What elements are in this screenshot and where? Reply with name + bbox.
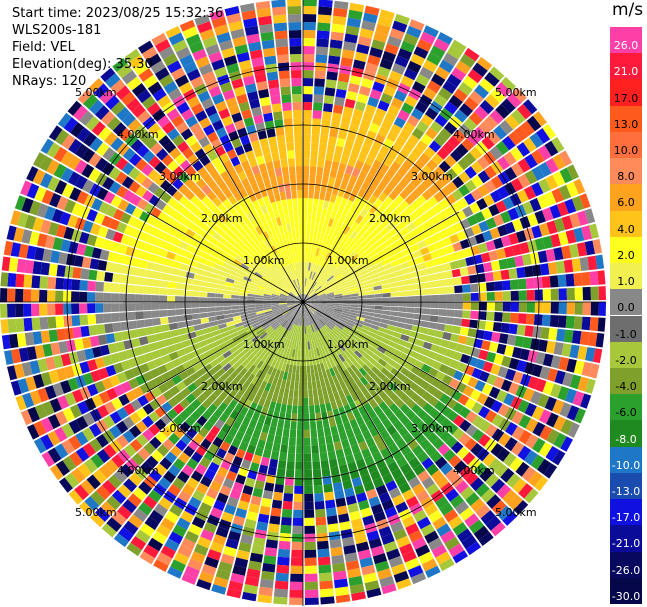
colorbar-cell: -30.0 [610,577,642,604]
colorbar-tick-label: 2.0 [617,248,635,262]
range-ring-label: 2.00km [201,380,243,393]
elevation: Elevation(deg): 35.30 [12,57,153,72]
colorbar-tick-label: 17.0 [613,91,639,105]
colorbar-tick-label: -8.0 [615,432,637,446]
colorbar-tick-label: 8.0 [617,170,635,184]
range-ring-label: 4.00km [117,128,159,141]
range-ring-label: 3.00km [159,170,201,183]
colorbar-tick-label: -6.0 [615,406,637,420]
colorbar-tick-label: 26.0 [613,39,639,53]
colorbar-cell: -2.0 [610,341,642,368]
colorbar-tick-label: 0.0 [617,301,635,315]
range-ring-label: 5.00km [495,86,537,99]
colorbar-tick-label: -13.0 [611,484,641,498]
range-ring-label: 3.00km [159,422,201,435]
colorbar-cell: 1.0 [610,263,642,290]
range-ring-label: 5.00km [75,506,117,519]
colorbar-tick-label: -4.0 [615,380,637,394]
colorbar-tick-label: 21.0 [613,65,639,79]
colorbar-tick-label: 13.0 [613,117,639,131]
colorbar-unit: m/s [612,0,644,20]
range-ring-label: 3.00km [411,170,453,183]
colorbar-cell: -13.0 [610,472,642,500]
colorbar-tick-label: -2.0 [615,353,637,367]
colorbar-cell: -1.0 [610,315,642,342]
colorbar-cell: 10.0 [610,131,642,159]
colorbar-cell: -10.0 [610,446,642,473]
azimuth-spoke [302,301,394,459]
azimuth-spoke [212,301,304,459]
colorbar-cell: 8.0 [610,158,642,185]
range-ring-label: 1.00km [327,338,369,351]
radar-rays [0,0,606,605]
colorbar-cell: -6.0 [610,394,642,421]
range-ring-label: 4.00km [453,464,495,477]
range-ring-label: 2.00km [369,380,411,393]
colorbar-cell: -21.0 [610,525,642,552]
range-rings: 1.00km 1.00km 1.00km 1.00km 2.00km 2.00km 2.00… [0,0,606,606]
range-ring-label: 5.00km [75,86,117,99]
colorbar-tick-label: 6.0 [617,196,635,210]
range-ring-label: 2.00km [201,212,243,225]
colorbar-cell: 26.0 [610,27,642,54]
azimuth-spoke [146,301,304,393]
field-name: Field: VEL [12,40,75,55]
range-ring-label: 4.00km [453,128,495,141]
range-ring-label: 1.00km [243,254,285,267]
colorbar-cell: 13.0 [610,105,642,132]
colorbar-tick-label: -26.0 [611,563,641,577]
colorbar-tick-label: -17.0 [611,511,641,525]
colorbar-tick-label: -30.0 [611,589,641,603]
range-ring-label: 3.00km [411,422,453,435]
azimuth-spoke [302,301,460,393]
colorbar-tick-label: 4.0 [617,222,635,236]
azimuth-spoke [302,145,394,303]
colorbar-tick-label: 1.0 [617,275,635,289]
start-time: Start time: 2023/08/25 15:32:36 [12,6,224,21]
station-name: WLS200s-181 [12,23,102,38]
range-ring-label: 1.00km [327,254,369,267]
colorbar-tick-label: -10.0 [611,458,641,472]
range-ring-label: 1.00km [243,338,285,351]
azimuth-spoke [212,145,304,303]
colorbar-tick-label: 10.0 [613,144,639,158]
colorbar-tick-label: -21.0 [611,537,641,551]
colorbar-cell: -17.0 [610,499,642,526]
colorbar-cell: -8.0 [610,420,642,447]
range-ring-label: 5.00km [495,506,537,519]
colorbar: 26.0 21.0 17.0 13.0 10.0 8.0 6.0 4.0 2.0 1.0 0.0 -1… [610,27,642,604]
colorbar-cell: 4.0 [610,210,642,237]
azimuth-spoke [302,211,460,303]
nrays: NRays: 120 [12,74,87,89]
colorbar-cell: -4.0 [610,367,642,395]
info-panel: Start time: 2023/08/25 15:32:36 WLS200s-… [12,5,223,90]
colorbar-cell: 17.0 [610,79,642,106]
colorbar-cell: 21.0 [610,53,642,80]
colorbar-cell: 2.0 [610,236,642,264]
azimuth-spoke [146,211,304,303]
colorbar-tick-label: -1.0 [615,327,637,341]
range-ring-label: 2.00km [369,212,411,225]
colorbar-cell: -26.0 [610,551,642,578]
colorbar-cell: 6.0 [610,184,642,211]
colorbar-cell: 0.0 [610,289,642,316]
range-ring-label: 4.00km [117,464,159,477]
